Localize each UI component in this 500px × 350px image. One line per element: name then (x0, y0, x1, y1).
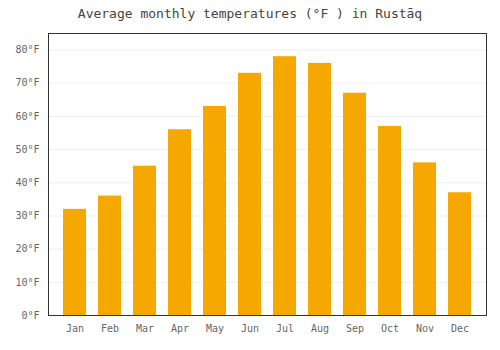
svg-text:Mar: Mar (136, 323, 154, 334)
svg-text:Apr: Apr (171, 323, 189, 334)
svg-text:50°F: 50°F (15, 144, 39, 155)
svg-text:Aug: Aug (311, 323, 329, 334)
svg-text:80°F: 80°F (15, 44, 39, 55)
svg-text:Dec: Dec (451, 323, 469, 334)
html-text:Average monthly temperatures (: Average monthly temperatures (°F ) in Ru… (77, 6, 423, 21)
svg-text:Nov: Nov (416, 323, 434, 334)
svg-text:Sep: Sep (346, 323, 364, 334)
svg-text:Feb: Feb (101, 323, 119, 334)
svg-text:May: May (206, 323, 224, 334)
svg-text:Oct: Oct (381, 323, 399, 334)
svg-text:0°F: 0°F (21, 310, 39, 321)
svg-text:40°F: 40°F (15, 177, 39, 188)
svg-text:30°F: 30°F (15, 210, 39, 221)
svg-text:Jan: Jan (66, 323, 84, 334)
svg-text:Jun: Jun (241, 323, 259, 334)
svg-text:20°F: 20°F (15, 243, 39, 254)
svg-text:70°F: 70°F (15, 77, 39, 88)
svg-text:Jul: Jul (276, 323, 294, 334)
svg-text:10°F: 10°F (15, 277, 39, 288)
svg-text:60°F: 60°F (15, 111, 39, 122)
